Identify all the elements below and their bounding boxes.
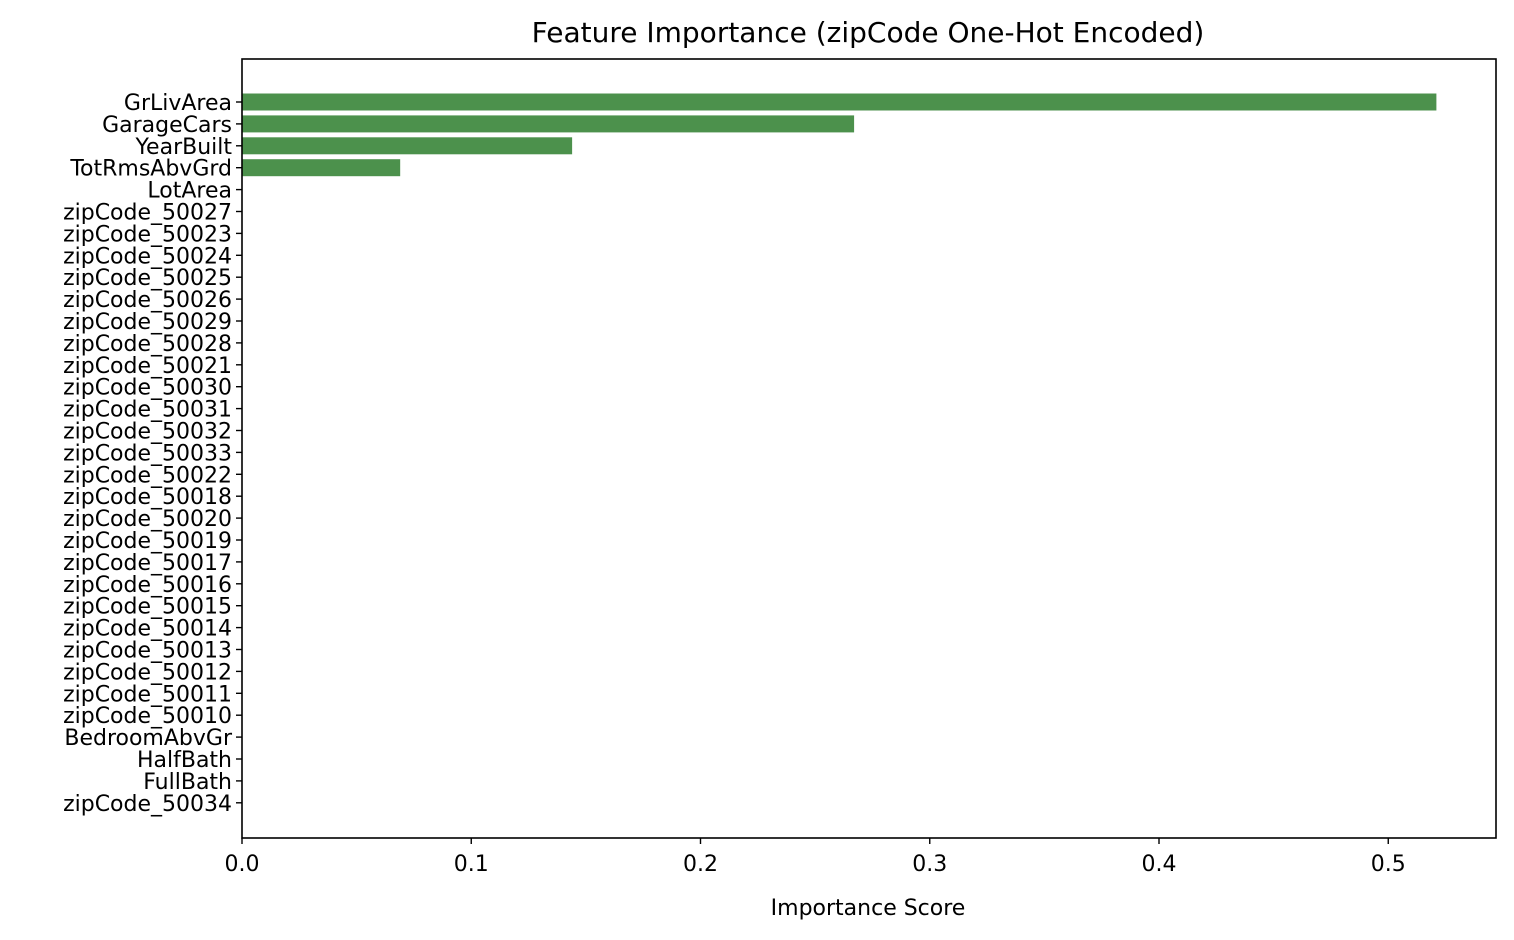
y-tick-label: zipCode_50012 bbox=[63, 660, 232, 685]
y-tick-label: zipCode_50028 bbox=[63, 332, 232, 357]
y-tick-label: zipCode_50015 bbox=[63, 595, 232, 620]
y-tick-label: zipCode_50013 bbox=[63, 639, 232, 664]
y-tick-label: LotArea bbox=[147, 179, 232, 204]
x-tick-label: 0.4 bbox=[1142, 852, 1177, 877]
y-tick-label: zipCode_50011 bbox=[63, 682, 232, 707]
y-tick-label: zipCode_50014 bbox=[63, 617, 232, 642]
y-tick-label: HalfBath bbox=[137, 748, 232, 773]
y-tick-label: zipCode_50023 bbox=[63, 222, 232, 247]
y-tick-label: YearBuilt bbox=[135, 135, 233, 160]
y-tick-label: zipCode_50021 bbox=[63, 354, 232, 379]
y-tick-label: zipCode_50016 bbox=[63, 573, 232, 598]
y-tick-label: FullBath bbox=[143, 770, 232, 795]
bar-GarageCars bbox=[242, 115, 855, 133]
x-tick-label: 0.2 bbox=[683, 852, 718, 877]
chart-title: Feature Importance (zipCode One-Hot Enco… bbox=[532, 16, 1205, 49]
y-tick-label: zipCode_50026 bbox=[63, 288, 232, 313]
y-tick-label: zipCode_50031 bbox=[63, 398, 232, 423]
y-tick-label: zipCode_50018 bbox=[63, 485, 232, 510]
y-tick-label: zipCode_50032 bbox=[63, 420, 232, 445]
plot-frame bbox=[241, 58, 1497, 839]
y-tick-label: zipCode_50020 bbox=[63, 507, 232, 532]
y-tick-label: zipCode_50030 bbox=[63, 376, 232, 401]
x-tick-label: 0.3 bbox=[912, 852, 947, 877]
x-tick-label: 0.5 bbox=[1371, 852, 1406, 877]
y-tick-label: zipCode_50010 bbox=[63, 704, 232, 729]
y-tick-label: zipCode_50017 bbox=[63, 551, 232, 576]
x-axis-ticks: 0.0 0.1 0.2 0.3 0.4 0.5 bbox=[225, 838, 1406, 877]
bar-GrLivArea bbox=[242, 93, 1437, 111]
y-tick-label: zipCode_50024 bbox=[63, 244, 232, 269]
y-tick-label: GarageCars bbox=[102, 113, 232, 138]
y-tick-label: TotRmsAbvGrd bbox=[69, 157, 232, 182]
x-tick-label: 0.0 bbox=[225, 852, 260, 877]
y-tick-label: zipCode_50029 bbox=[63, 310, 232, 335]
x-tick-label: 0.1 bbox=[454, 852, 489, 877]
y-tick-label: zipCode_50027 bbox=[63, 201, 232, 226]
bar-YearBuilt bbox=[242, 137, 573, 155]
y-tick-label: zipCode_50033 bbox=[63, 441, 232, 466]
bar-TotRmsAbvGrd bbox=[242, 159, 401, 177]
x-axis-label: Importance Score bbox=[771, 896, 966, 921]
y-tick-label: zipCode_50019 bbox=[63, 529, 232, 554]
y-tick-label: GrLivArea bbox=[124, 91, 232, 116]
y-tick-label: zipCode_50022 bbox=[63, 463, 232, 488]
y-axis-ticks: GrLivAreaGarageCarsYearBuiltTotRmsAbvGrd… bbox=[63, 91, 242, 817]
y-tick-label: zipCode_50034 bbox=[63, 792, 232, 817]
y-tick-label: BedroomAbvGr bbox=[64, 726, 233, 751]
y-tick-label: zipCode_50025 bbox=[63, 266, 232, 291]
bars-group bbox=[242, 93, 1437, 177]
